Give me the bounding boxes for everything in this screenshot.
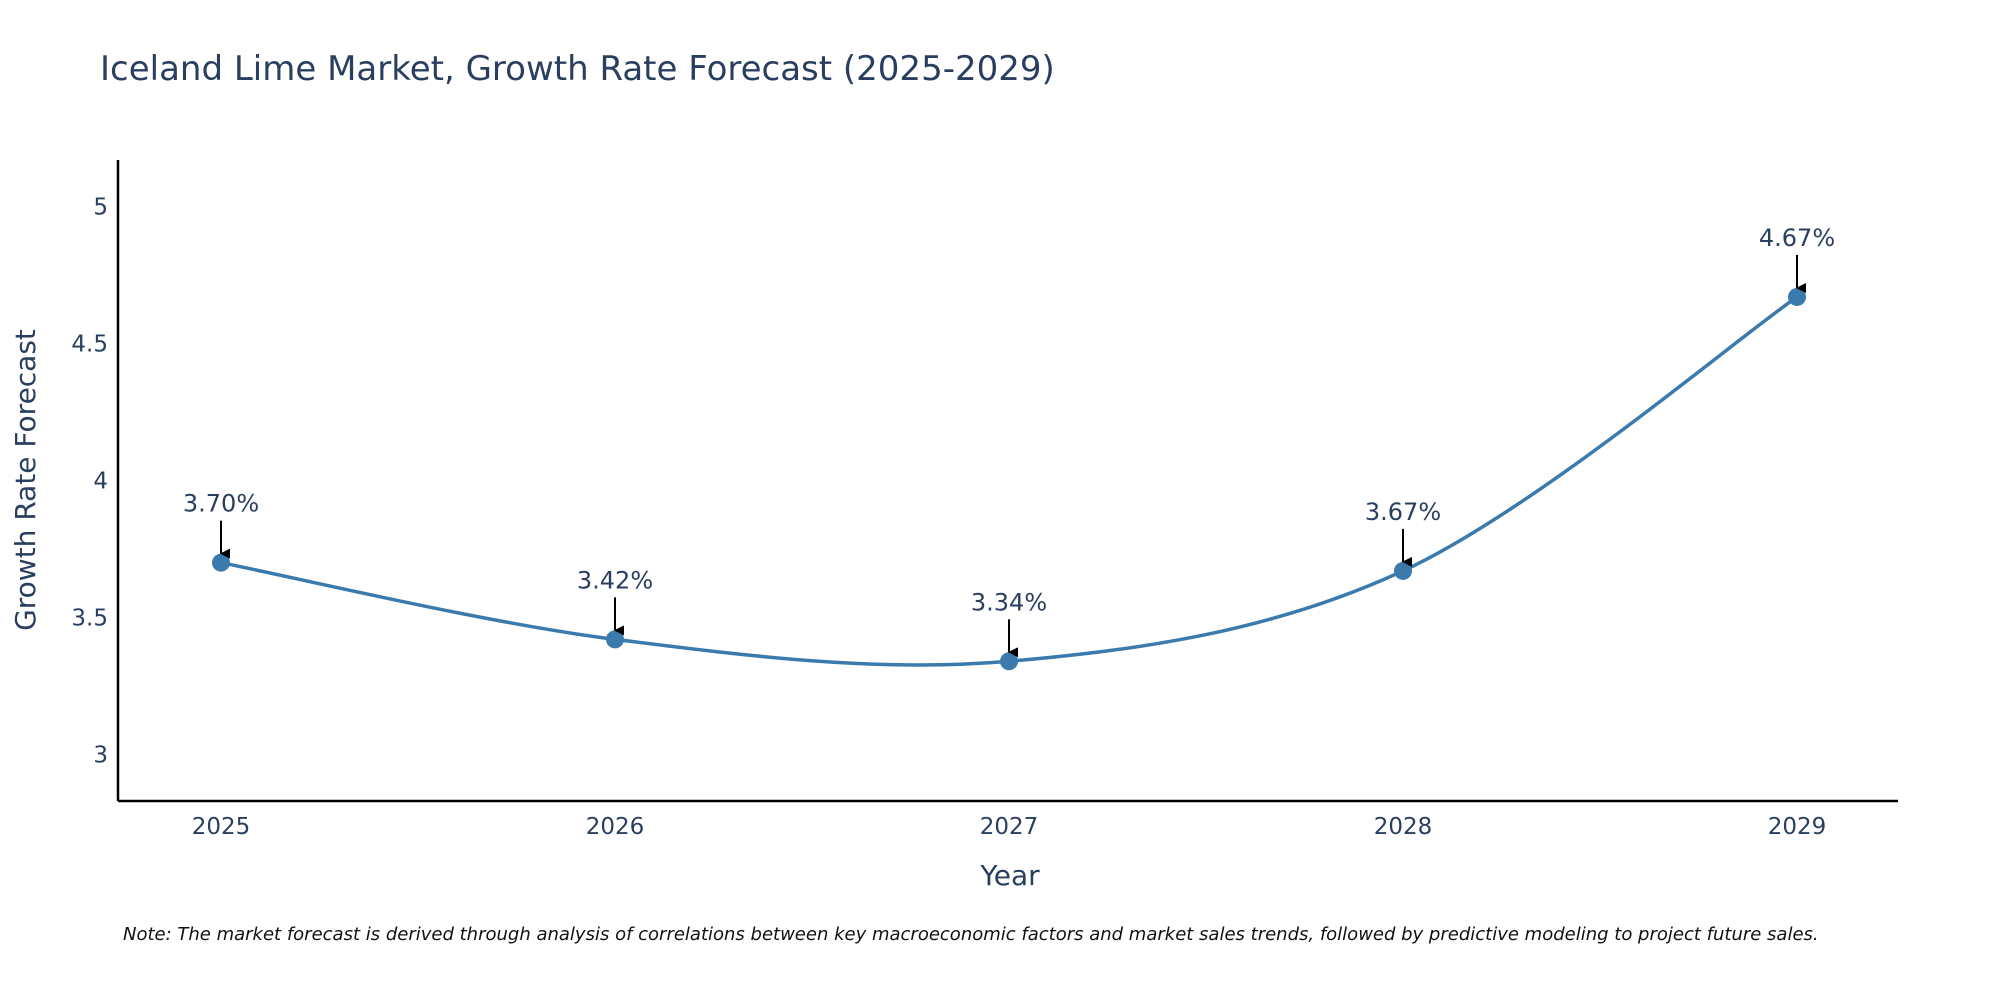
y-axis-title: Growth Rate Forecast [9,329,42,631]
x-axis-title: Year [979,859,1040,892]
y-tick-label: 3 [93,742,108,768]
x-tick-label: 2029 [1768,814,1827,840]
y-tick-label: 5 [93,195,108,221]
data-point-2025 [212,553,230,572]
x-tick-label: 2025 [192,814,251,840]
data-point-2027 [1000,652,1018,671]
plot-area: 3 3.5 4 4.5 5 2025 2026 2027 2028 2029 3.70% 3.42% 3… [71,160,1898,840]
data-label-2027: 3.34% [971,588,1047,616]
data-point-2029 [1788,287,1806,306]
x-tick-label: 2026 [586,814,645,840]
data-label-2026: 3.42% [577,566,653,594]
data-label-2028: 3.67% [1365,498,1441,526]
x-tick-label: 2027 [980,814,1039,840]
data-label-2029: 4.67% [1759,224,1835,252]
data-point-2026 [606,630,624,649]
y-tick-label: 4.5 [71,332,108,358]
data-label-2025: 3.70% [183,490,259,518]
x-tick-label: 2028 [1374,814,1433,840]
y-tick-label: 4 [93,469,108,495]
data-point-2028 [1394,561,1412,580]
footnote: Note: The market forecast is derived thr… [123,924,1819,945]
chart-title: Iceland Lime Market, Growth Rate Forecas… [100,49,1055,89]
y-tick-label: 3.5 [71,605,108,631]
